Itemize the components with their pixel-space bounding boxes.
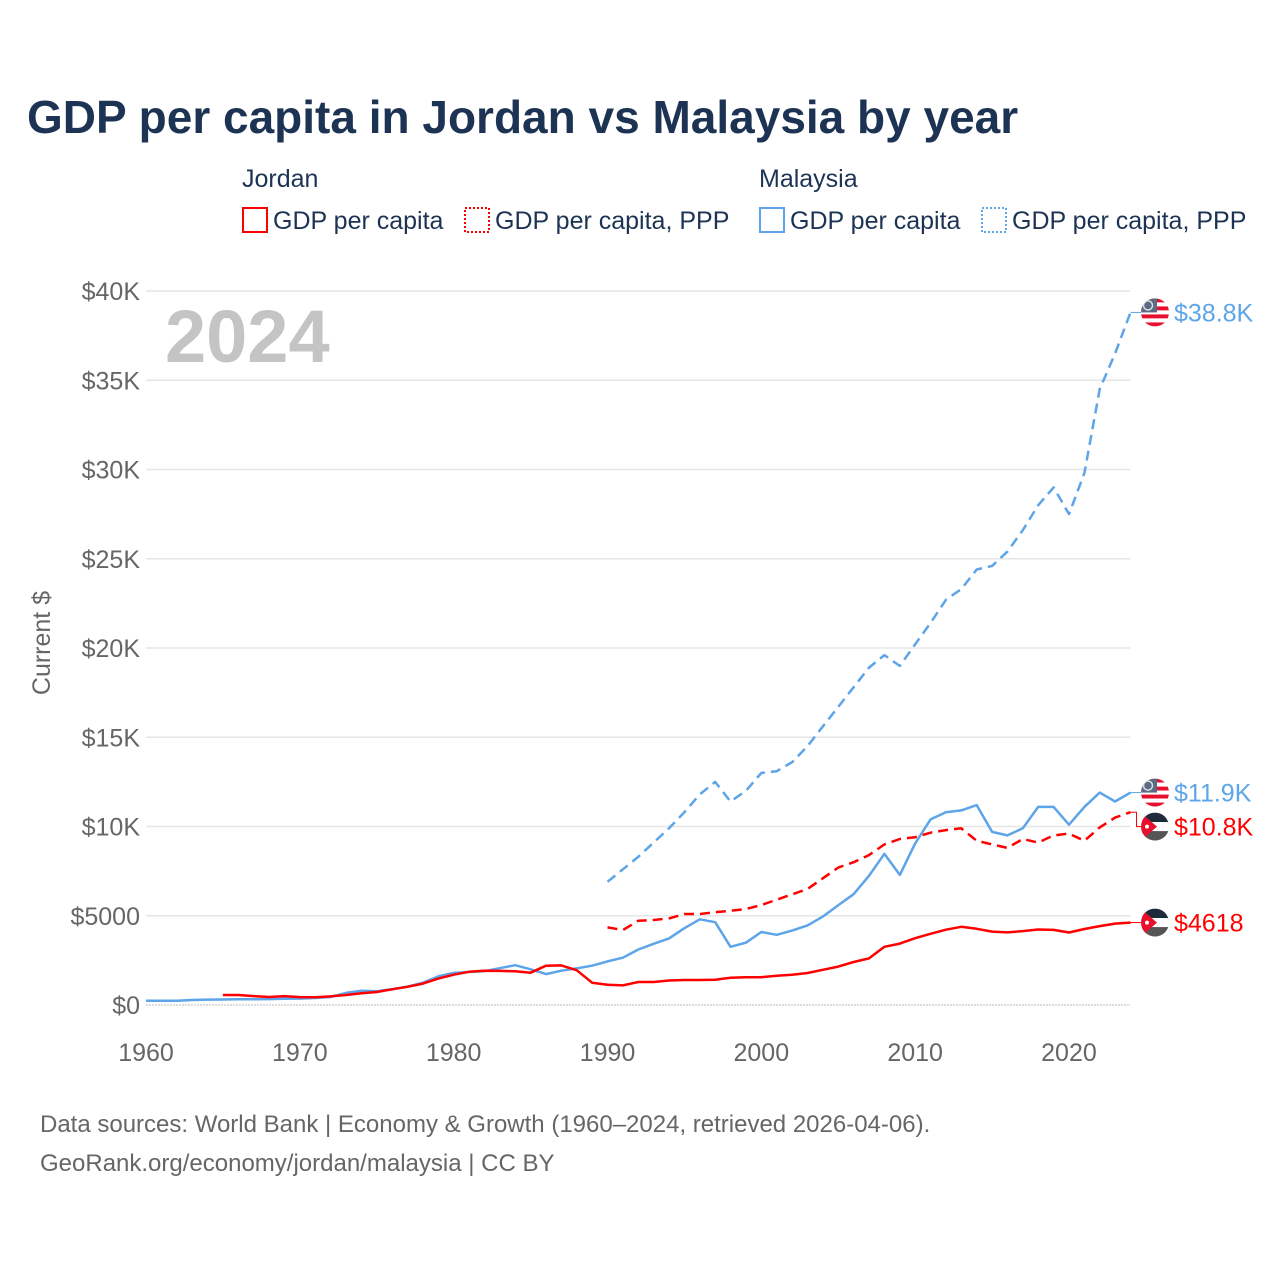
legend: Jordan GDP per capita GDP per capita, PP… xyxy=(242,165,1246,235)
x-tick-label: 2020 xyxy=(1041,1039,1097,1067)
flag-star xyxy=(1145,920,1149,925)
legend-swatch xyxy=(759,207,785,233)
series-line-malaysia-gdp-per-capita-ppp xyxy=(606,311,1132,883)
legend-swatch xyxy=(464,207,490,233)
y-tick-label: $15K xyxy=(82,724,141,752)
x-axis: 1960 1970 1980 1990 2000 2010 2020 xyxy=(118,1039,1097,1067)
end-value-label: $10.8K xyxy=(1174,814,1254,842)
flag-stripe xyxy=(1141,314,1169,319)
flag-body xyxy=(1141,778,1169,807)
y-tick-label: $30K xyxy=(82,457,141,485)
end-value-label: $11.9K xyxy=(1174,780,1252,808)
flag-star xyxy=(1145,824,1149,829)
legend-item-jordan-gdp[interactable]: GDP per capita xyxy=(242,207,444,235)
x-tick-label: 1970 xyxy=(272,1039,328,1067)
chart-title: GDP per capita in Jordan vs Malaysia by … xyxy=(27,91,1018,143)
legend-group-malaysia: Malaysia xyxy=(759,165,858,193)
series-line-jordan-gdp-per-capita-ppp xyxy=(607,811,1131,932)
jordan-flag-icon xyxy=(1141,812,1169,841)
end-value-label: $38.8K xyxy=(1174,299,1254,327)
y-tick-label: $35K xyxy=(82,367,141,395)
y-tick-label: $10K xyxy=(82,814,141,842)
y-axis: $0 $5000 $10K $15K $20K $25K $30K $35K $40K xyxy=(70,278,140,1020)
flag-stripe xyxy=(1141,927,1169,937)
flag-stripe xyxy=(1141,802,1169,807)
end-value-label: $4618 xyxy=(1174,910,1244,938)
y-axis-label: Current $ xyxy=(28,591,56,695)
x-tick-label: 1980 xyxy=(426,1039,482,1067)
y-tick-label: $5000 xyxy=(70,903,140,931)
year-overlay: 2024 xyxy=(165,295,330,378)
y-tick-label: $25K xyxy=(82,546,141,574)
legend-label: GDP per capita xyxy=(273,207,444,235)
footer-link[interactable]: GeoRank.org/economy/jordan/malaysia | CC… xyxy=(40,1150,554,1177)
end-labels: $38.8K $11.9K $10.8K $4618 xyxy=(1130,298,1254,938)
legend-label: GDP per capita, PPP xyxy=(1012,207,1246,235)
y-tick-label: $40K xyxy=(82,278,141,306)
flag-crescent xyxy=(1142,300,1154,311)
series-line-jordan-gdp-per-capita xyxy=(222,921,1131,999)
x-tick-label: 2000 xyxy=(734,1039,790,1067)
flag-stripe xyxy=(1141,908,1169,919)
legend-label: GDP per capita xyxy=(790,207,961,235)
series-line-malaysia-gdp-per-capita xyxy=(146,791,1132,1003)
flag-body xyxy=(1141,908,1169,937)
label-connector xyxy=(1130,811,1141,828)
flag-stripe xyxy=(1141,812,1169,823)
legend-group-jordan: Jordan xyxy=(242,165,318,193)
flag-crescent xyxy=(1142,780,1154,791)
legend-item-malaysia-ppp[interactable]: GDP per capita, PPP xyxy=(981,207,1246,235)
legend-item-jordan-ppp[interactable]: GDP per capita, PPP xyxy=(464,207,729,235)
malaysia-flag-icon xyxy=(1141,298,1169,327)
y-tick-label: $20K xyxy=(82,635,141,663)
y-tick-label: $0 xyxy=(112,992,140,1020)
legend-swatch xyxy=(981,207,1007,233)
jordan-flag-icon xyxy=(1141,908,1169,937)
x-tick-label: 2010 xyxy=(887,1039,943,1067)
flag-stripe xyxy=(1141,322,1169,327)
legend-swatch xyxy=(242,207,268,233)
series-lines xyxy=(146,311,1132,1003)
x-tick-label: 1990 xyxy=(580,1039,636,1067)
legend-label: GDP per capita, PPP xyxy=(495,207,729,235)
flag-stripe xyxy=(1141,318,1169,323)
flag-body xyxy=(1141,812,1169,841)
gridlines xyxy=(146,290,1131,1006)
flag-stripe xyxy=(1141,798,1169,803)
footer-source: Data sources: World Bank | Economy & Gro… xyxy=(40,1111,930,1138)
x-tick-label: 1960 xyxy=(118,1039,174,1067)
flag-stripe xyxy=(1141,831,1169,841)
legend-item-malaysia-gdp[interactable]: GDP per capita xyxy=(759,207,961,235)
flag-body xyxy=(1141,298,1169,327)
malaysia-flag-icon xyxy=(1141,778,1169,807)
flag-stripe xyxy=(1141,794,1169,799)
